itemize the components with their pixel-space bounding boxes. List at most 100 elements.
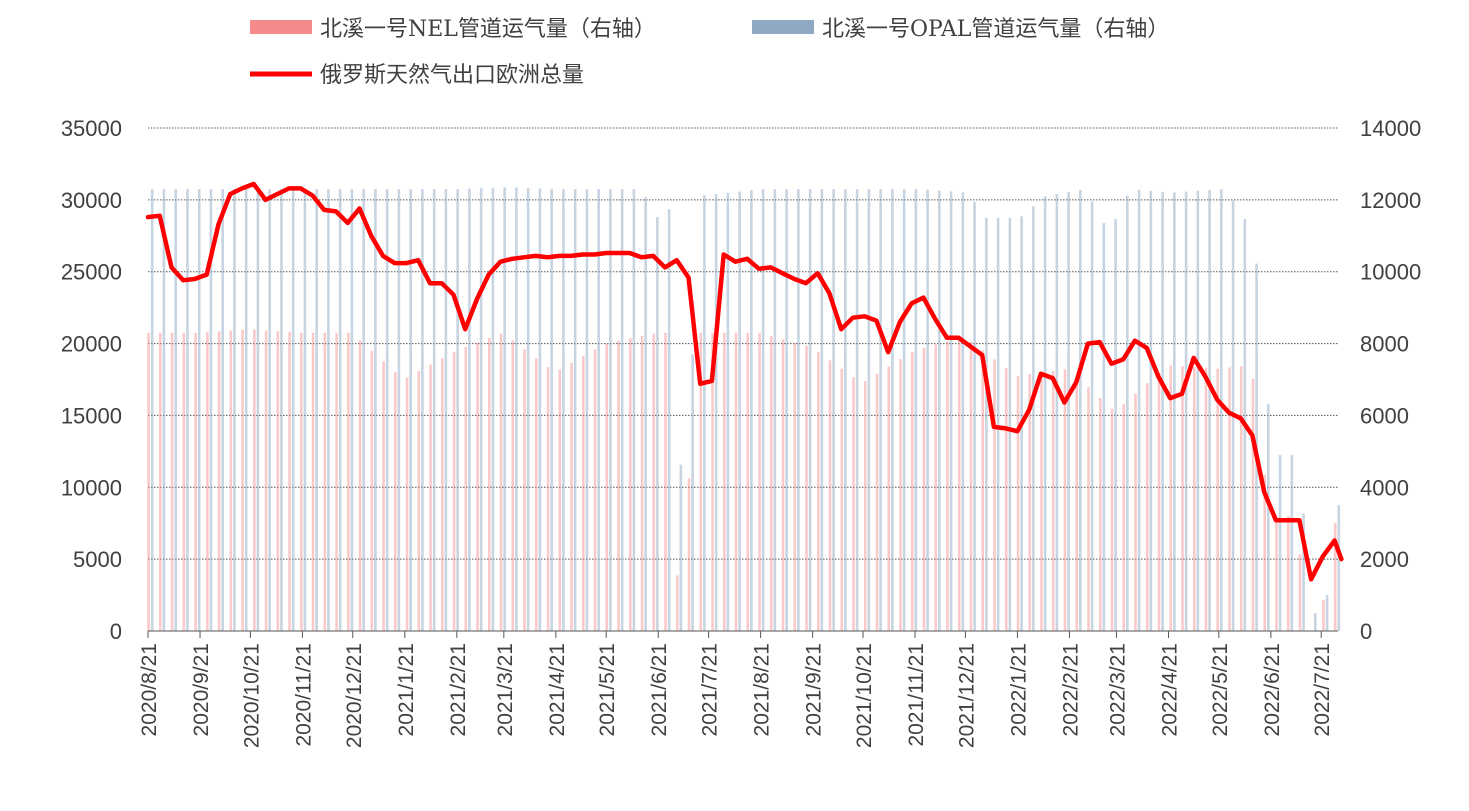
opal-bar — [1337, 505, 1341, 631]
opal-bar — [1208, 189, 1211, 631]
right-y-tick-label: 4000 — [1360, 475, 1409, 500]
x-tick-label: 2021/7/21 — [699, 643, 722, 736]
opal-bar — [773, 189, 777, 632]
left-y-axis: 0 5000 10000 15000 20000 25000 30000 35000 — [61, 116, 122, 644]
nel-bar — [981, 350, 985, 631]
nel-bar — [852, 377, 855, 631]
nel-bar — [1075, 376, 1079, 631]
x-tick-label: 2020/11/21 — [292, 643, 315, 747]
opal-bar — [421, 189, 424, 632]
nel-bar — [758, 332, 761, 631]
total-export-line — [145, 181, 1344, 582]
nel-bar — [1333, 523, 1337, 631]
opal-bar — [1114, 218, 1117, 631]
nel-bar — [1051, 370, 1055, 631]
opal-bar — [797, 189, 800, 632]
opal-bar — [1126, 195, 1129, 631]
opal-bar — [761, 189, 765, 632]
opal-bar — [1161, 191, 1164, 631]
opal-bar — [197, 189, 201, 632]
opal-bar — [985, 217, 988, 632]
nel-bar — [1263, 474, 1267, 631]
opal-bar — [914, 189, 918, 632]
nel-bar — [476, 342, 479, 631]
nel-bar — [840, 368, 844, 631]
opal-bar — [397, 189, 401, 632]
left-y-tick-label: 0 — [110, 619, 122, 644]
nel-bar — [323, 332, 327, 631]
opal-bar — [691, 354, 694, 631]
opal-bar — [444, 189, 448, 632]
opal-bar — [256, 189, 260, 632]
opal-bar — [327, 189, 330, 632]
opal-bar — [644, 197, 647, 631]
opal-bar — [656, 216, 659, 631]
opal-bar — [362, 189, 365, 632]
legend-label-opal: 北溪一号OPAL管道运气量（右轴） — [822, 17, 1169, 42]
nel-bar — [1216, 368, 1220, 631]
left-y-tick-label: 5000 — [73, 547, 122, 572]
opal-bar — [1043, 196, 1047, 631]
opal-bar — [949, 191, 953, 631]
left-y-tick-label: 30000 — [61, 188, 122, 213]
nel-bar — [382, 361, 385, 631]
right-y-tick-label: 2000 — [1360, 547, 1409, 572]
opal-bar — [1184, 191, 1188, 631]
opal-bar — [174, 189, 177, 632]
right-y-tick-label: 8000 — [1360, 332, 1409, 357]
opal-bar — [1325, 595, 1329, 631]
opal-bar — [703, 195, 706, 631]
left-y-tick-label: 25000 — [61, 260, 122, 285]
opal-bar — [1220, 189, 1223, 632]
opal-bar — [479, 188, 483, 632]
opal-bar — [926, 189, 929, 631]
nel-bar — [417, 371, 421, 631]
nel-bar — [934, 344, 938, 631]
opal-bar — [385, 189, 389, 632]
nel-bar — [499, 333, 503, 631]
nel-bar — [206, 332, 209, 631]
nel-bar — [464, 346, 468, 631]
nel-bar — [147, 332, 150, 631]
nel-bar — [194, 332, 197, 631]
opal-bar — [726, 192, 730, 631]
x-tick-label: 2021/3/21 — [494, 643, 517, 736]
nel-bar — [863, 381, 867, 631]
x-tick-label: 2021/8/21 — [751, 643, 774, 736]
x-tick-label: 2022/4/21 — [1158, 643, 1181, 736]
opal-bar — [585, 189, 589, 632]
nel-bar — [781, 339, 785, 631]
legend-label-nel: 北溪一号NEL管道运气量（右轴） — [320, 17, 656, 42]
nel-bar — [511, 340, 515, 631]
opal-bar — [233, 189, 236, 632]
left-y-tick-label: 20000 — [61, 332, 122, 357]
nel-bar — [570, 362, 573, 631]
nel-bar — [628, 338, 632, 631]
nel-bar — [170, 332, 174, 631]
nel-bar — [640, 335, 644, 631]
nel-bar — [276, 331, 280, 631]
opal-bar — [350, 189, 354, 632]
opal-bar — [280, 189, 283, 632]
opal-bar — [409, 189, 412, 632]
opal-bar — [1102, 222, 1106, 631]
nel-bars — [147, 329, 1337, 631]
opal-bar — [961, 192, 965, 632]
nel-bar — [910, 351, 914, 631]
x-tick-label: 2021/2/21 — [447, 643, 470, 736]
opal-bar — [291, 189, 295, 632]
nel-bar — [1298, 554, 1302, 631]
right-y-axis: 0 2000 4000 6000 8000 10000 12000 14000 — [1360, 116, 1421, 644]
opal-bar — [1278, 454, 1282, 631]
nel-bar — [1157, 372, 1161, 631]
nel-bar — [593, 349, 597, 631]
legend-item-opal: 北溪一号OPAL管道运气量（右轴） — [752, 17, 1169, 42]
opal-bar — [1090, 201, 1094, 631]
nel-bar — [546, 367, 550, 631]
opal-bar — [209, 189, 213, 632]
legend-item-nel: 北溪一号NEL管道运气量（右轴） — [250, 17, 656, 42]
opal-bar — [597, 189, 600, 632]
opal-bar — [150, 189, 154, 632]
nel-bar — [452, 351, 456, 631]
x-tick-label: 2021/6/21 — [648, 643, 671, 736]
